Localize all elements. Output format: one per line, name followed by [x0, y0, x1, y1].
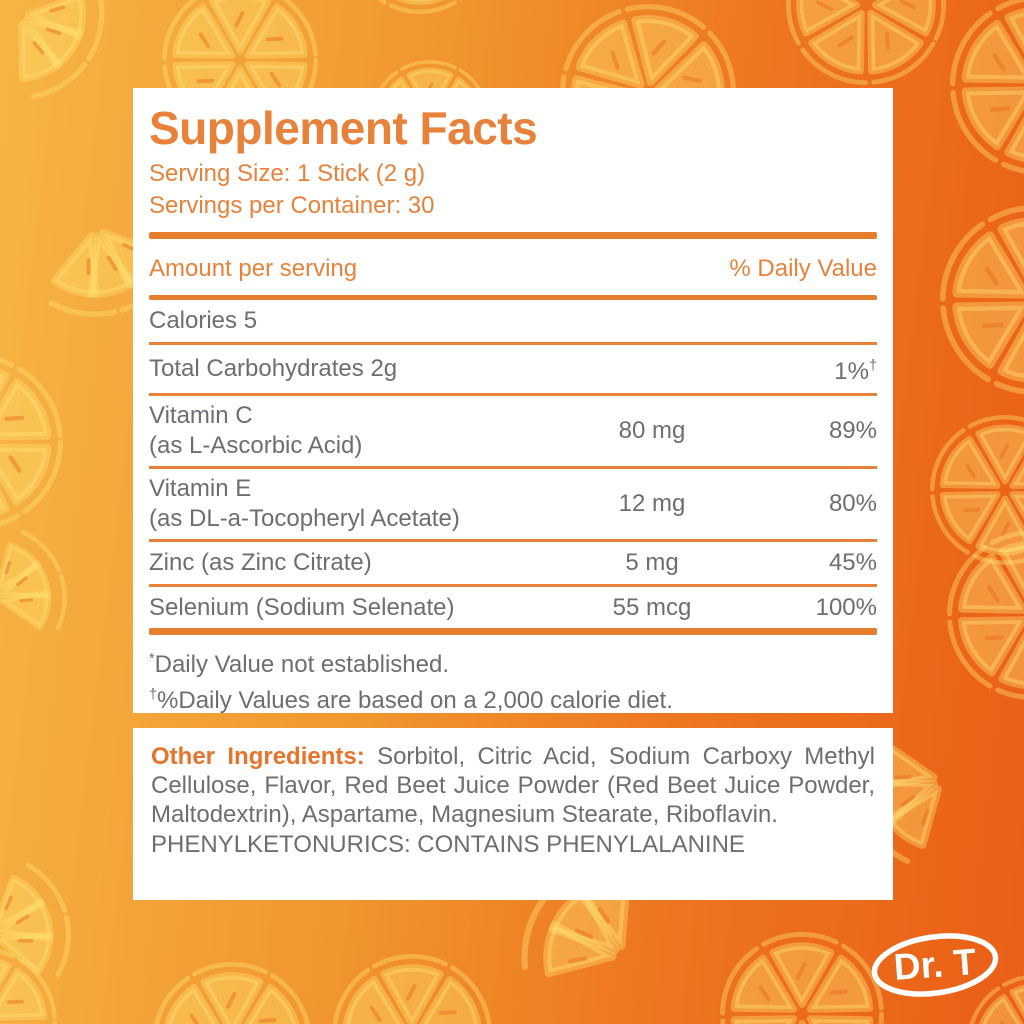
- page-title: Supplement Facts: [149, 102, 538, 154]
- orange-slice-icon: [943, 208, 1024, 392]
- nutrient-daily-value: 80%: [828, 489, 877, 517]
- logo-text: Dr. T: [893, 941, 978, 988]
- table-row-vitamin-c: Vitamin C (as L-Ascorbic Acid) 80 mg 89%: [149, 396, 877, 469]
- nutrient-daily-value: 45%: [828, 548, 877, 576]
- orange-wedge-icon: [0, 859, 80, 990]
- supplement-facts-panel: Supplement Facts Serving Size: 1 Stick (…: [133, 88, 893, 716]
- other-ingredients-text: Other Ingredients: Sorbitol, Citric Acid…: [151, 743, 875, 828]
- nutrient-source: (as L-Ascorbic Acid): [149, 431, 363, 459]
- orange-wedge-icon: [0, 0, 121, 111]
- table-row-vitamin-e: Vitamin E (as DL-a-Tocopheryl Acetate) 12…: [149, 469, 877, 542]
- nutrient-daily-value: 1%†: [834, 357, 877, 385]
- orange-slice-icon: [334, 956, 489, 1024]
- table-row-zinc: Zinc (as Zinc Citrate) 5 mg 45%: [149, 542, 877, 587]
- dr-t-logo: Dr. T: [860, 920, 1010, 1010]
- orange-slice-icon: [722, 934, 881, 1024]
- phenylketonurics-warning: PHENYLKETONURICS: CONTAINS PHENYLALANINE: [151, 831, 745, 858]
- orange-slice-icon: [932, 417, 1024, 563]
- nutrient-name: Zinc (as Zinc Citrate): [149, 548, 372, 576]
- table-row-selenium: Selenium (Sodium Selenate) 55 mcg 100%: [149, 587, 877, 628]
- serving-size: Serving Size: 1 Stick (2 g): [149, 159, 426, 187]
- footnote-calorie-diet: †%Daily Values are based on a 2,000 calo…: [149, 686, 673, 714]
- divider-thick-bottom: [149, 627, 877, 635]
- nutrient-name: Selenium (Sodium Selenate): [149, 593, 455, 621]
- logo-ellipse: [871, 933, 999, 997]
- orange-slice-icon: [953, 0, 1024, 172]
- facts-table-header: Amount per serving % Daily Value: [149, 239, 877, 295]
- nutrient-name: Calories 5: [149, 306, 258, 334]
- dagger-mark: †: [868, 357, 877, 374]
- daily-value-label: % Daily Value: [729, 254, 877, 282]
- servings-per-container: Servings per Container: 30: [149, 191, 435, 219]
- orange-slice-icon: [350, 0, 490, 12]
- nutrient-source: (as DL-a-Tocopheryl Acetate): [149, 504, 460, 532]
- nutrient-name: Vitamin E (as DL-a-Tocopheryl Acetate): [149, 474, 547, 534]
- orange-slice-icon: [0, 357, 60, 528]
- table-row-calories: Calories 5: [149, 300, 877, 345]
- orange-slice-icon: [950, 533, 1024, 698]
- other-ingredients-label: Other Ingredients:: [151, 743, 365, 770]
- other-ingredients-panel: Other Ingredients: Sorbitol, Citric Acid…: [133, 728, 893, 900]
- nutrient-amount: 55 mcg: [612, 593, 692, 621]
- orange-wedge-icon: [0, 525, 78, 647]
- divider-medium: [149, 294, 877, 300]
- amount-per-serving-label: Amount per serving: [149, 254, 358, 282]
- table-row-carbohydrates: Total Carbohydrates 2g 1%†: [149, 345, 877, 396]
- divider-thick-top: [149, 231, 877, 239]
- nutrient-daily-value: 89%: [828, 416, 877, 444]
- nutrient-name: Vitamin C (as L-Ascorbic Acid): [149, 401, 547, 461]
- nutrient-amount: 12 mg: [618, 489, 686, 517]
- nutrient-name: Total Carbohydrates 2g: [149, 354, 398, 382]
- footnote-daily-value: *Daily Value not established.: [149, 650, 450, 678]
- nutrient-daily-value: 100%: [815, 593, 877, 621]
- nutrient-amount: 5 mg: [625, 548, 679, 576]
- footnotes: *Daily Value not established. †%Daily Va…: [149, 635, 877, 716]
- nutrient-amount: 80 mg: [618, 416, 686, 444]
- orange-slice-icon: [154, 964, 309, 1024]
